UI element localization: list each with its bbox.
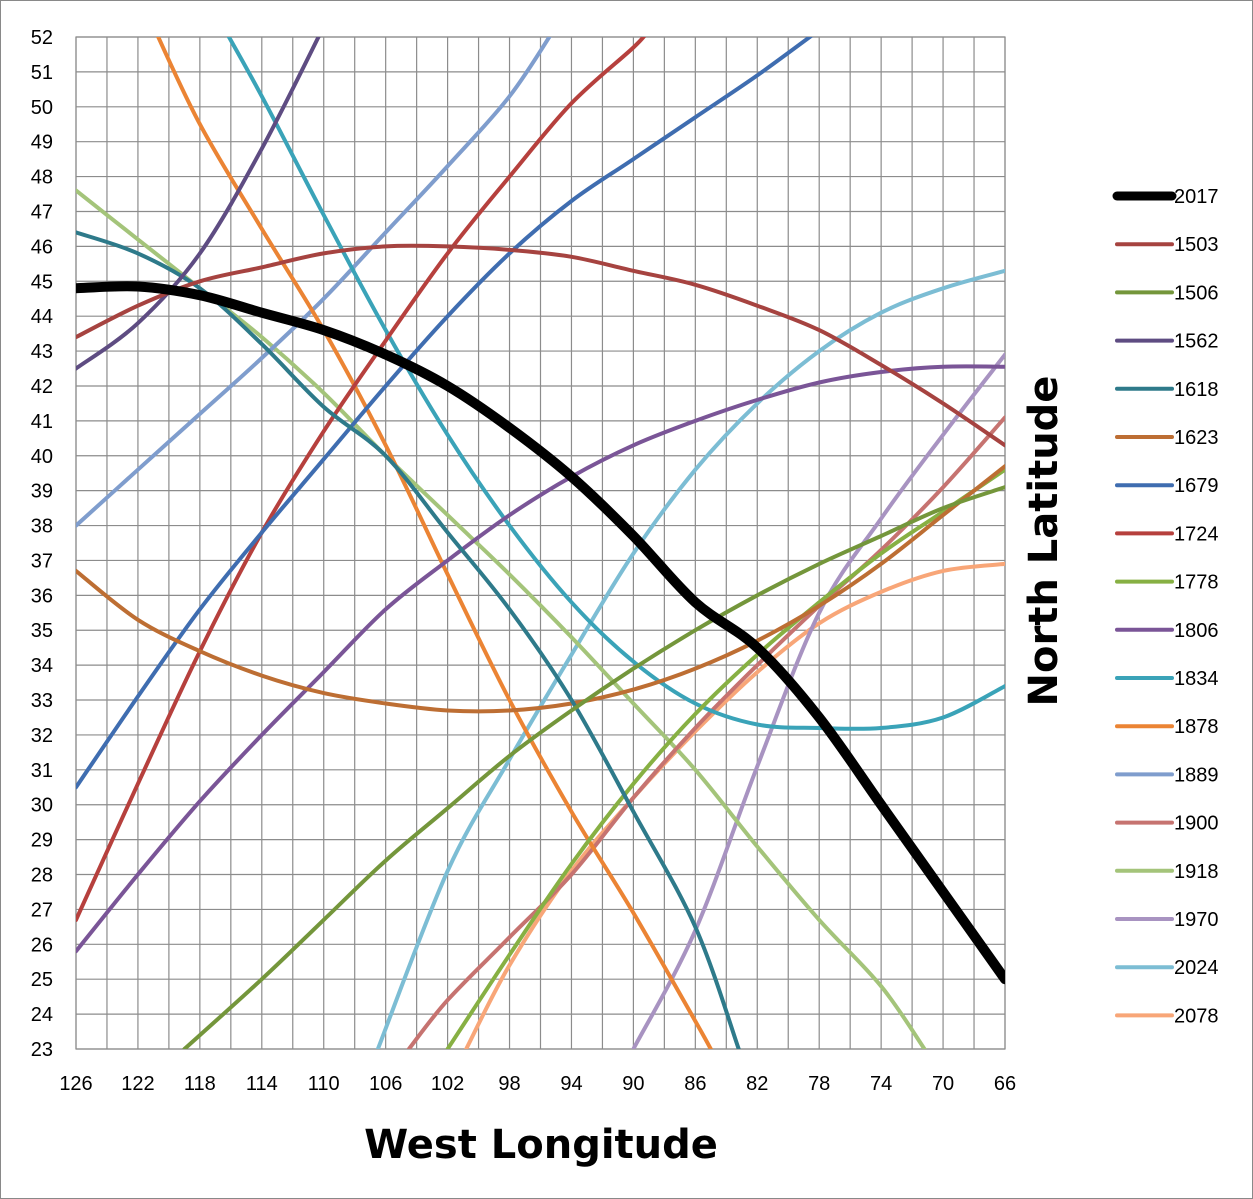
x-tick-label: 82	[746, 1073, 768, 1095]
y-tick-label: 33	[31, 690, 53, 712]
legend-label-2024: 2024	[1174, 957, 1219, 979]
legend-label-1623: 1623	[1174, 427, 1219, 449]
y-tick-label: 48	[31, 167, 53, 189]
y-tick-label: 27	[31, 899, 53, 921]
y-tick-label: 28	[31, 865, 53, 887]
legend-label-1562: 1562	[1174, 331, 1219, 353]
series-line-2078	[464, 561, 1005, 1049]
x-tick-label: 78	[808, 1073, 830, 1095]
y-tick-label: 42	[31, 376, 53, 398]
series-line-1618	[76, 230, 741, 1049]
legend: 2017 1503 1506 1562 1618 1623 1679 1724 1778 1806…	[1112, 186, 1219, 1027]
y-tick-label: 29	[31, 830, 53, 852]
x-tick-label: 114	[246, 1073, 278, 1095]
series-line-1878	[156, 37, 713, 1049]
x-axis-title: West Longitude	[364, 1122, 718, 1168]
y-tick-label: 45	[31, 271, 53, 293]
legend-label-1834: 1834	[1174, 668, 1219, 690]
legend-label-1806: 1806	[1174, 620, 1219, 642]
series-line-2024	[375, 268, 1005, 1049]
legend-label-1878: 1878	[1174, 716, 1219, 738]
legend-label-1618: 1618	[1174, 379, 1219, 401]
legend-label-1889: 1889	[1174, 764, 1219, 786]
series-line-1506	[182, 485, 1005, 1049]
x-tick-label: 106	[369, 1073, 402, 1095]
y-tick-label: 30	[31, 795, 53, 817]
series-line-1503	[76, 243, 1005, 448]
series-lines	[76, 37, 1005, 1049]
x-tick-label: 74	[870, 1073, 892, 1095]
x-tick-label: 86	[684, 1073, 706, 1095]
x-tick-label: 118	[184, 1073, 216, 1095]
y-tick-label: 43	[31, 341, 53, 363]
x-tick-label: 110	[308, 1073, 340, 1095]
series-line-1806	[76, 364, 1005, 954]
y-tick-label: 23	[31, 1039, 53, 1061]
y-tick-label: 37	[31, 550, 53, 572]
y-tick-label: 52	[31, 27, 53, 49]
series-line-1623	[76, 464, 1005, 714]
y-tick-label: 47	[31, 201, 53, 223]
y-tick-labels: 23 24 25 26 27 28 29 30 31 32 33 34 35 36 37 38 39 40 41 42…	[31, 27, 53, 1061]
series-line-1562	[76, 37, 321, 371]
y-tick-label: 49	[31, 132, 53, 154]
y-tick-label: 34	[31, 655, 53, 677]
y-tick-label: 40	[31, 446, 53, 468]
series-line-1834	[226, 37, 1005, 731]
legend-label-2078: 2078	[1174, 1005, 1219, 1027]
series-line-1679	[76, 37, 814, 790]
legend-label-1900: 1900	[1174, 813, 1219, 835]
legend-label-1970: 1970	[1174, 909, 1219, 931]
x-tick-label: 70	[932, 1073, 954, 1095]
x-tick-label: 102	[431, 1073, 464, 1095]
legend-label-1778: 1778	[1174, 572, 1219, 594]
y-tick-label: 39	[31, 481, 53, 503]
x-tick-label: 94	[560, 1073, 582, 1095]
y-tick-label: 31	[31, 760, 53, 782]
series-line-1724	[76, 37, 647, 922]
y-axis-title: North Latitude	[1021, 376, 1067, 707]
series-line-1900	[406, 415, 1005, 1049]
x-tick-label: 122	[121, 1073, 154, 1095]
legend-label-1679: 1679	[1174, 475, 1219, 497]
x-tick-label: 90	[622, 1073, 644, 1095]
x-tick-labels: 126 122 118 114 110 106 102 98 94 90 86 82 78 74 70 66	[59, 1073, 1016, 1095]
legend-label-1918: 1918	[1174, 861, 1219, 883]
x-tick-label: 98	[498, 1073, 520, 1095]
series-line-1778	[445, 467, 1005, 1049]
y-tick-label: 44	[31, 306, 53, 328]
x-tick-label: 126	[59, 1073, 92, 1095]
series-line-2017	[76, 281, 1005, 985]
y-tick-label: 46	[31, 236, 53, 258]
y-tick-label: 36	[31, 585, 53, 607]
legend-label-2017: 2017	[1174, 186, 1219, 208]
plot-border	[75, 36, 1006, 1050]
y-tick-label: 41	[31, 411, 53, 433]
y-tick-label: 25	[31, 969, 53, 991]
y-tick-label: 32	[31, 725, 53, 747]
series-line-1889	[76, 37, 552, 528]
y-tick-label: 38	[31, 516, 53, 538]
y-tick-label: 35	[31, 620, 53, 642]
x-tick-label: 66	[994, 1073, 1016, 1095]
y-tick-label: 26	[31, 934, 53, 956]
y-tick-label: 51	[31, 62, 53, 84]
legend-label-1506: 1506	[1174, 282, 1219, 304]
y-tick-label: 24	[31, 1004, 53, 1026]
legend-label-1724: 1724	[1174, 523, 1219, 545]
legend-label-1503: 1503	[1174, 234, 1219, 256]
y-tick-label: 50	[31, 97, 53, 119]
